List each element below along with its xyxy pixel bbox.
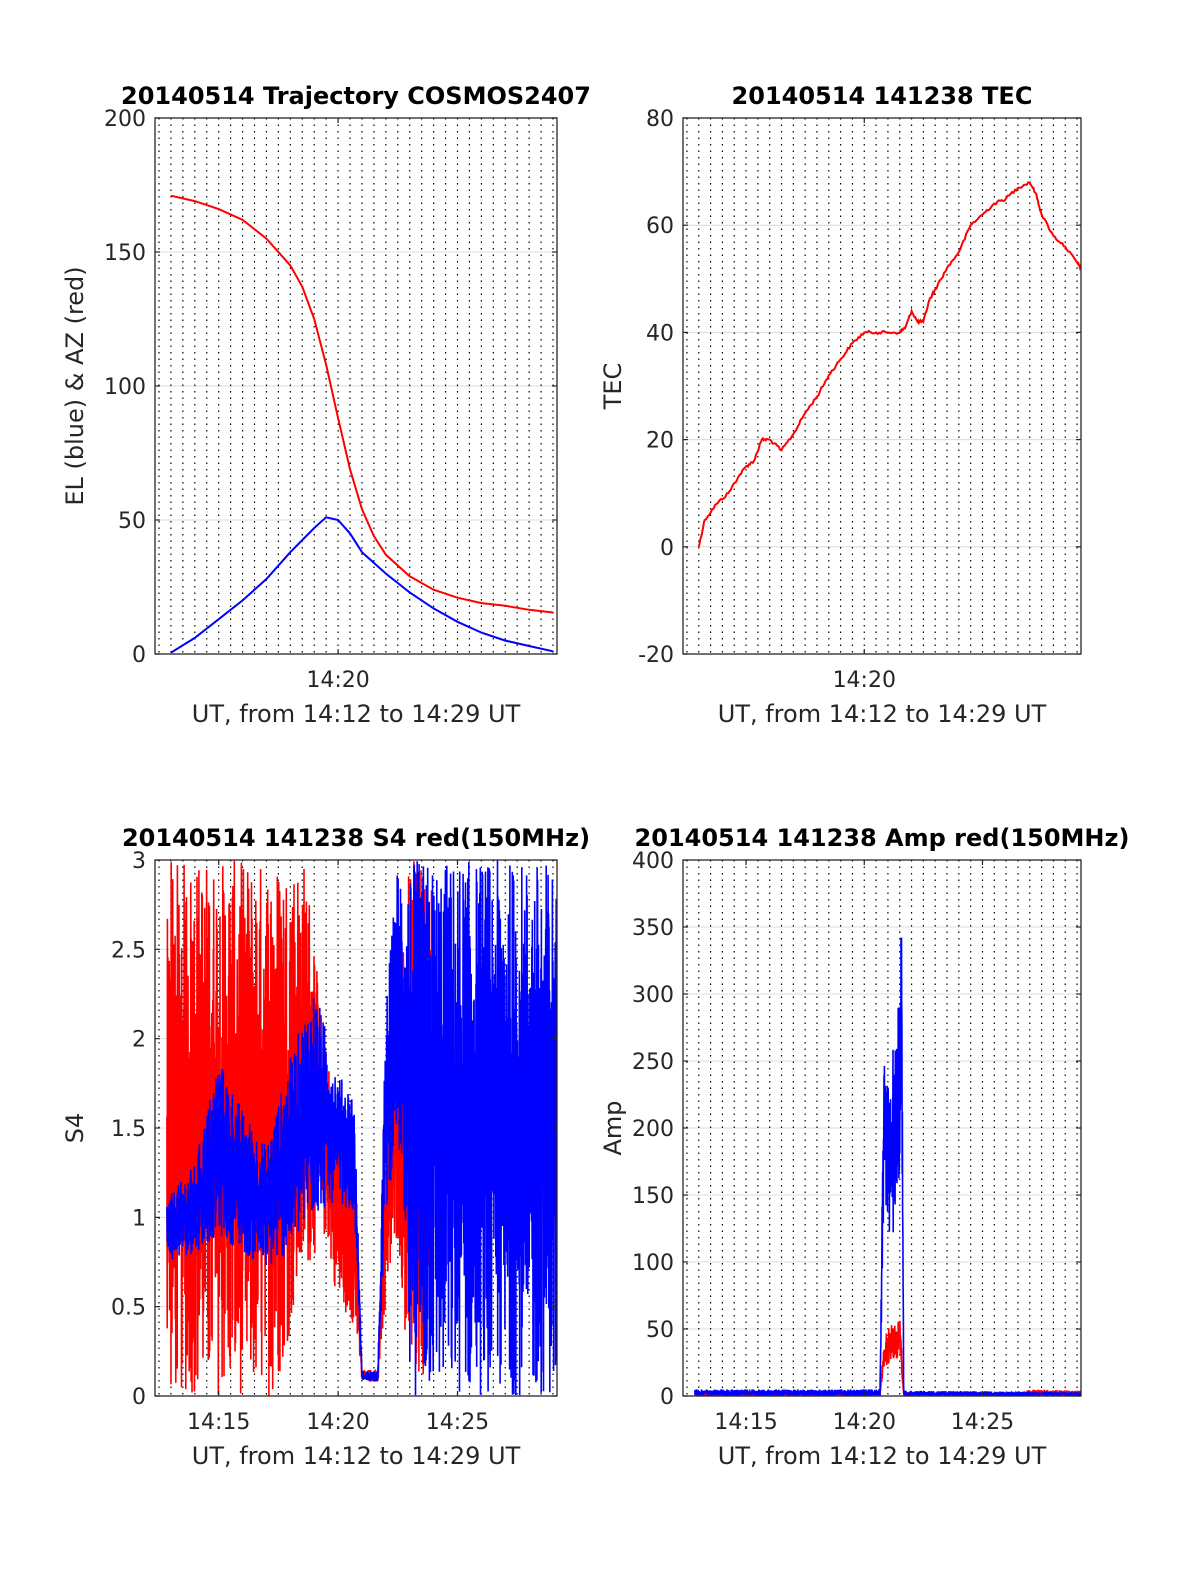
traj-xlabel: UT, from 14:12 to 14:29 UT [192, 700, 521, 728]
s4-ytick-label: 1.5 [111, 1117, 146, 1142]
traj-ytick-label: 200 [104, 107, 146, 132]
tec-axes-box [682, 117, 1082, 655]
amp-ylabel: Amp [599, 1100, 627, 1155]
amp-ytick-label: 0 [660, 1385, 674, 1410]
amp-ytick-label: 400 [632, 849, 674, 874]
tec-ytick-label: 60 [646, 214, 674, 239]
traj-ytick-label: 150 [104, 241, 146, 266]
traj-data [170, 194, 554, 654]
tec-ylabel: TEC [599, 363, 627, 411]
s4-ytick-label: 0 [132, 1385, 146, 1410]
amp-xtick-label: 14:20 [833, 1410, 896, 1435]
tec-xlabel: UT, from 14:12 to 14:29 UT [718, 700, 1047, 728]
tec-ytick-label: 0 [660, 536, 674, 561]
s4-xlabel: UT, from 14:12 to 14:29 UT [192, 1442, 521, 1470]
s4-ytick-label: 2 [132, 1028, 146, 1053]
amp-ytick-label: 350 [632, 916, 674, 941]
s4-ytick-label: 1 [132, 1206, 146, 1231]
traj-series-1 [170, 516, 554, 654]
s4-ylabel: S4 [61, 1113, 89, 1144]
traj-ytick-label: 50 [118, 509, 146, 534]
s4-ytick-label: 3 [132, 849, 146, 874]
tec-xtick-label: 14:20 [833, 668, 896, 693]
tec-ytick-label: 40 [646, 321, 674, 346]
s4-ytick-label: 0.5 [111, 1296, 146, 1321]
amp-xtick-label: 14:15 [714, 1410, 777, 1435]
tec-series-0 [697, 181, 1081, 548]
amp-xlabel: UT, from 14:12 to 14:29 UT [718, 1442, 1047, 1470]
traj-ytick-label: 0 [132, 643, 146, 668]
s4-data [166, 860, 557, 1396]
s4-panel: 0 0.5 1 1.5 2 2.5 3 14:15 14:20 14:25 20140514 141… [61, 824, 590, 1470]
traj-ytick-label: 100 [104, 375, 146, 400]
amp-ytick-label: 300 [632, 983, 674, 1008]
tec-ytick-label: 20 [646, 429, 674, 454]
amp-ytick-label: 200 [632, 1117, 674, 1142]
tec-data [697, 181, 1081, 548]
traj-title: 20140514 Trajectory COSMOS2407 [121, 82, 591, 110]
s4-xtick-label: 14:25 [426, 1410, 489, 1435]
amp-panel: 0 50 100 150 200 250 300 350 400 14:15 14:20 14:25 2… [599, 824, 1129, 1470]
s4-series-1 [166, 860, 557, 1396]
amp-ytick-label: 50 [646, 1318, 674, 1343]
tec-title: 20140514 141238 TEC [732, 82, 1033, 110]
tec-panel: -20 0 20 40 60 80 14:20 20140514 141238 TEC UT, … [599, 82, 1082, 728]
traj-ylabel: EL (blue) & AZ (red) [61, 266, 89, 505]
amp-ytick-label: 100 [632, 1251, 674, 1276]
traj-xtick-label: 14:20 [306, 668, 369, 693]
s4-xtick-label: 14:20 [306, 1410, 369, 1435]
tec-ytick-label: -20 [638, 643, 674, 668]
amp-series-1 [694, 937, 1081, 1396]
amp-ytick-label: 150 [632, 1184, 674, 1209]
s4-ytick-label: 2.5 [111, 938, 146, 963]
tec-plot-area [683, 118, 1081, 654]
s4-title: 20140514 141238 S4 red(150MHz) [122, 824, 590, 852]
tec-ytick-label: 80 [646, 107, 674, 132]
s4-xtick-label: 14:15 [187, 1410, 250, 1435]
amp-xtick-label: 14:25 [951, 1410, 1014, 1435]
traj-series-0 [170, 194, 554, 614]
amp-ytick-label: 250 [632, 1050, 674, 1075]
amp-data [694, 937, 1081, 1396]
amp-title: 20140514 141238 Amp red(150MHz) [635, 824, 1130, 852]
traj-panel: 0 50 100 150 200 14:20 20140514 Trajectory COS… [61, 82, 591, 728]
